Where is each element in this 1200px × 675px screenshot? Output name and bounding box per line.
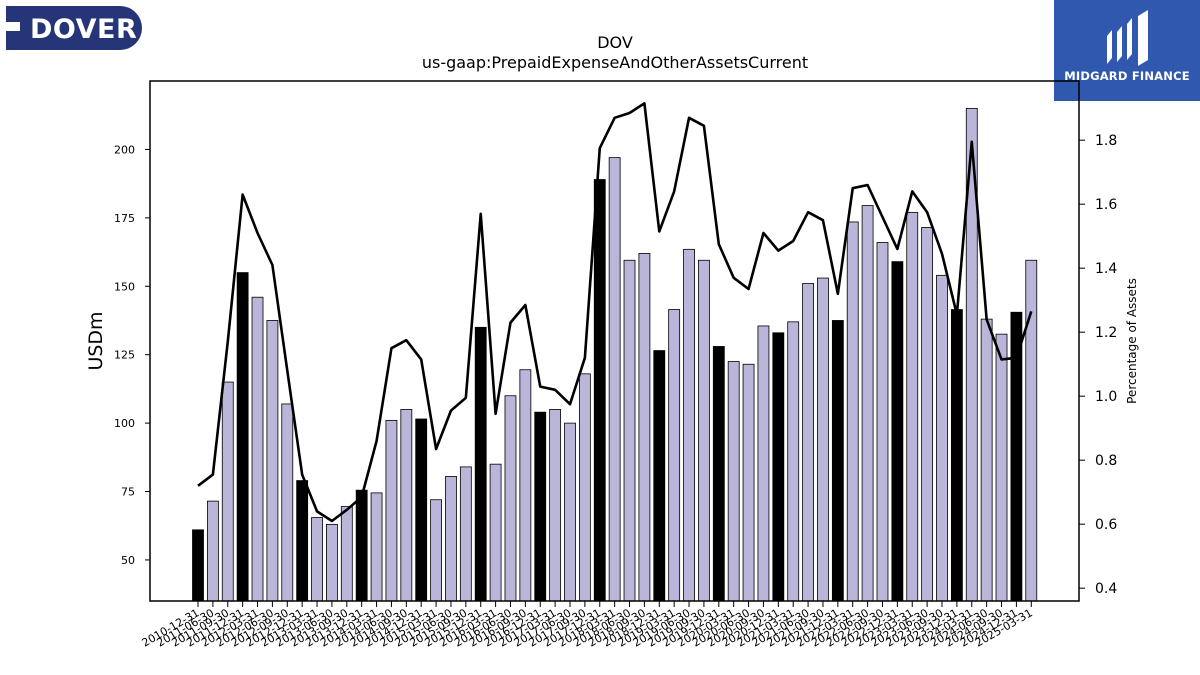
bar-2013-12-31 — [355, 489, 368, 602]
bar-2010-12-31 — [192, 529, 204, 602]
bar-2018-09-30 — [638, 253, 651, 602]
bar-2011-06-30 — [206, 500, 219, 602]
y-tick-label: 50 — [121, 554, 135, 567]
bar-2012-03-31 — [251, 296, 264, 602]
chart-title: DOV — [597, 33, 633, 52]
y2-tick-label: 0.8 — [1095, 453, 1117, 469]
y2-tick-label: 0.6 — [1095, 517, 1117, 533]
bar-2018-06-30 — [623, 259, 636, 602]
bar-2023-09-30 — [936, 274, 948, 602]
bar-2024-06-30 — [980, 318, 993, 602]
bar-2023-12-31 — [950, 309, 963, 602]
bar-2016-03-31 — [489, 463, 502, 602]
dover-logo-text: DOVER — [30, 14, 137, 45]
dover-logo: DOVER — [6, 6, 142, 50]
bar-2016-06-30 — [504, 395, 517, 602]
bar-2021-03-31 — [787, 321, 800, 602]
bar-2022-03-31 — [846, 221, 859, 602]
bar-2018-12-31 — [653, 350, 666, 602]
y-tick-label: 75 — [121, 486, 135, 499]
bar-2017-06-30 — [564, 422, 576, 602]
bar-2012-06-30 — [266, 320, 279, 602]
bar-2016-09-30 — [519, 369, 532, 602]
bar-2021-12-31 — [831, 320, 844, 602]
y2-axis-label: Percentage of Assets — [1125, 278, 1139, 404]
y-tick-label: 200 — [114, 143, 135, 156]
midgard-finance-text: MIDGARD FINANCE — [1064, 69, 1190, 83]
bar-2013-06-30 — [326, 523, 338, 602]
bar-2013-03-31 — [311, 517, 323, 602]
bar-2022-09-30 — [876, 242, 889, 602]
bar-2016-12-31 — [534, 411, 547, 602]
bar-2020-03-31 — [727, 361, 740, 602]
midgard-emblem-icon — [1107, 10, 1148, 66]
bar-2011-12-31 — [236, 272, 249, 602]
y2-tick-label: 1.4 — [1095, 261, 1117, 277]
chart-subtitle: us-gaap:PrepaidExpenseAndOtherAssetsCurr… — [422, 53, 808, 72]
y2-tick-label: 1.0 — [1095, 389, 1117, 405]
bar-2020-09-30 — [757, 325, 770, 602]
bar-2014-12-31 — [415, 418, 428, 602]
y2-tick-label: 0.4 — [1095, 581, 1117, 597]
bar-2020-06-30 — [742, 363, 755, 602]
bar-2015-03-31 — [430, 499, 442, 602]
bar-2019-09-30 — [698, 259, 710, 602]
y-tick-label: 175 — [114, 212, 135, 225]
bar-2021-06-30 — [802, 283, 814, 602]
bar-2021-09-30 — [817, 277, 829, 602]
bar-2020-12-31 — [772, 332, 785, 602]
bar-2022-06-30 — [861, 205, 874, 602]
bar-2023-03-31 — [906, 211, 919, 602]
y-tick-label: 150 — [114, 280, 135, 293]
y2-tick-label: 1.8 — [1095, 133, 1117, 149]
bar-2019-06-30 — [683, 248, 695, 602]
y2-tick-label: 1.6 — [1095, 197, 1117, 213]
bar-2011-09-30 — [221, 381, 234, 602]
bar-2019-03-31 — [668, 309, 681, 602]
bar-2012-12-31 — [296, 480, 309, 602]
bar-2024-09-30 — [995, 333, 1008, 602]
bar-2014-09-30 — [400, 409, 413, 602]
percentage-line — [197, 102, 1033, 523]
plot-frame — [149, 80, 1080, 602]
bar-2015-09-30 — [459, 466, 472, 602]
bar-2014-06-30 — [385, 419, 398, 602]
bar-2017-09-30 — [578, 373, 591, 602]
y-axis-label: USDm — [85, 311, 107, 370]
bar-2017-03-31 — [549, 409, 562, 602]
bar-2022-12-31 — [891, 261, 904, 602]
bar-2013-09-30 — [340, 506, 353, 602]
bar-2019-12-31 — [712, 346, 725, 602]
y-tick-label: 100 — [114, 417, 135, 430]
bar-2018-03-31 — [608, 157, 621, 602]
bar-2012-09-30 — [281, 403, 294, 602]
bar-2015-06-30 — [445, 476, 457, 602]
bar-2025-03-31 — [1025, 259, 1038, 602]
bar-2017-12-31 — [593, 179, 606, 602]
bar-2023-06-30 — [921, 227, 934, 602]
y-tick-label: 125 — [114, 349, 135, 362]
bar-2015-12-31 — [474, 326, 487, 602]
y2-tick-label: 1.2 — [1095, 325, 1117, 341]
bar-2014-03-31 — [370, 492, 383, 602]
